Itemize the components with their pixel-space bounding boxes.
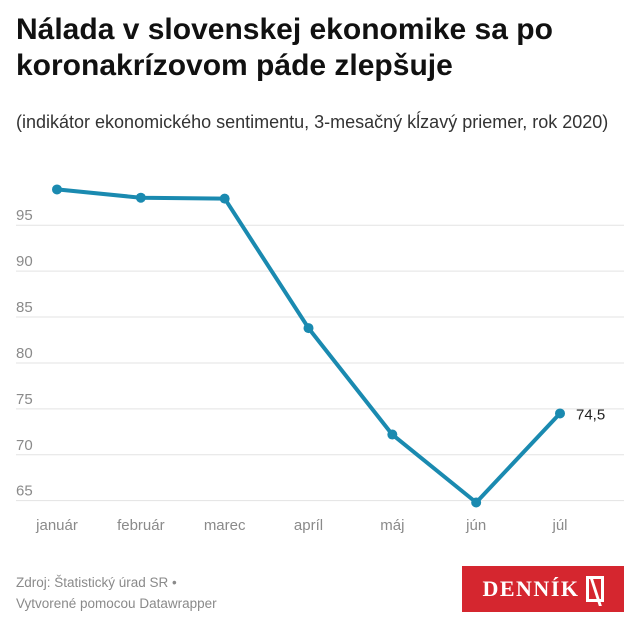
data-point	[555, 408, 565, 419]
n-logo-icon	[585, 576, 604, 602]
data-points	[52, 184, 565, 508]
x-tick-label: jún	[465, 517, 486, 534]
x-tick-label: marec	[204, 517, 246, 534]
y-tick-label: 85	[16, 299, 33, 316]
y-tick-label: 90	[16, 253, 33, 270]
data-point	[52, 184, 62, 195]
data-point	[219, 193, 230, 204]
chart-subtitle: (indikátor ekonomického sentimentu, 3-me…	[16, 112, 609, 132]
x-tick-label: júl	[551, 517, 567, 534]
data-label: 74,5	[576, 406, 605, 423]
data-point	[303, 323, 314, 334]
y-tick-label: 70	[16, 437, 33, 454]
footer: Zdroj: Štatistický úrad SR • Vytvorené p…	[16, 572, 436, 614]
x-tick-label: apríl	[294, 517, 323, 534]
y-tick-label: 75	[16, 391, 33, 408]
x-tick-label: február	[117, 517, 165, 534]
y-tick-label: 65	[16, 483, 33, 500]
logo-text: DENNÍK	[482, 576, 580, 601]
x-tick-label: január	[35, 517, 78, 534]
data-labels: 74,5	[576, 406, 605, 423]
series-line	[55, 187, 562, 505]
y-axis: 95 90 85 80 75 70 65	[16, 207, 33, 499]
data-point	[135, 192, 146, 203]
dennik-n-logo[interactable]: DENNÍK	[462, 566, 624, 612]
x-axis: január február marec apríl máj jún júl	[35, 517, 567, 534]
data-point	[471, 497, 482, 508]
grid	[16, 224, 624, 502]
datawrapper-credit-link[interactable]: Vytvorené pomocou Datawrapper	[16, 596, 217, 611]
x-tick-label: máj	[380, 517, 404, 534]
data-point	[387, 429, 398, 440]
y-tick-label: 95	[16, 207, 33, 224]
y-tick-label: 80	[16, 345, 33, 362]
chart-title: Nálada v slovenskej ekonomike sa po koro…	[16, 13, 553, 82]
source-note: Zdroj: Štatistický úrad SR •	[16, 575, 177, 590]
